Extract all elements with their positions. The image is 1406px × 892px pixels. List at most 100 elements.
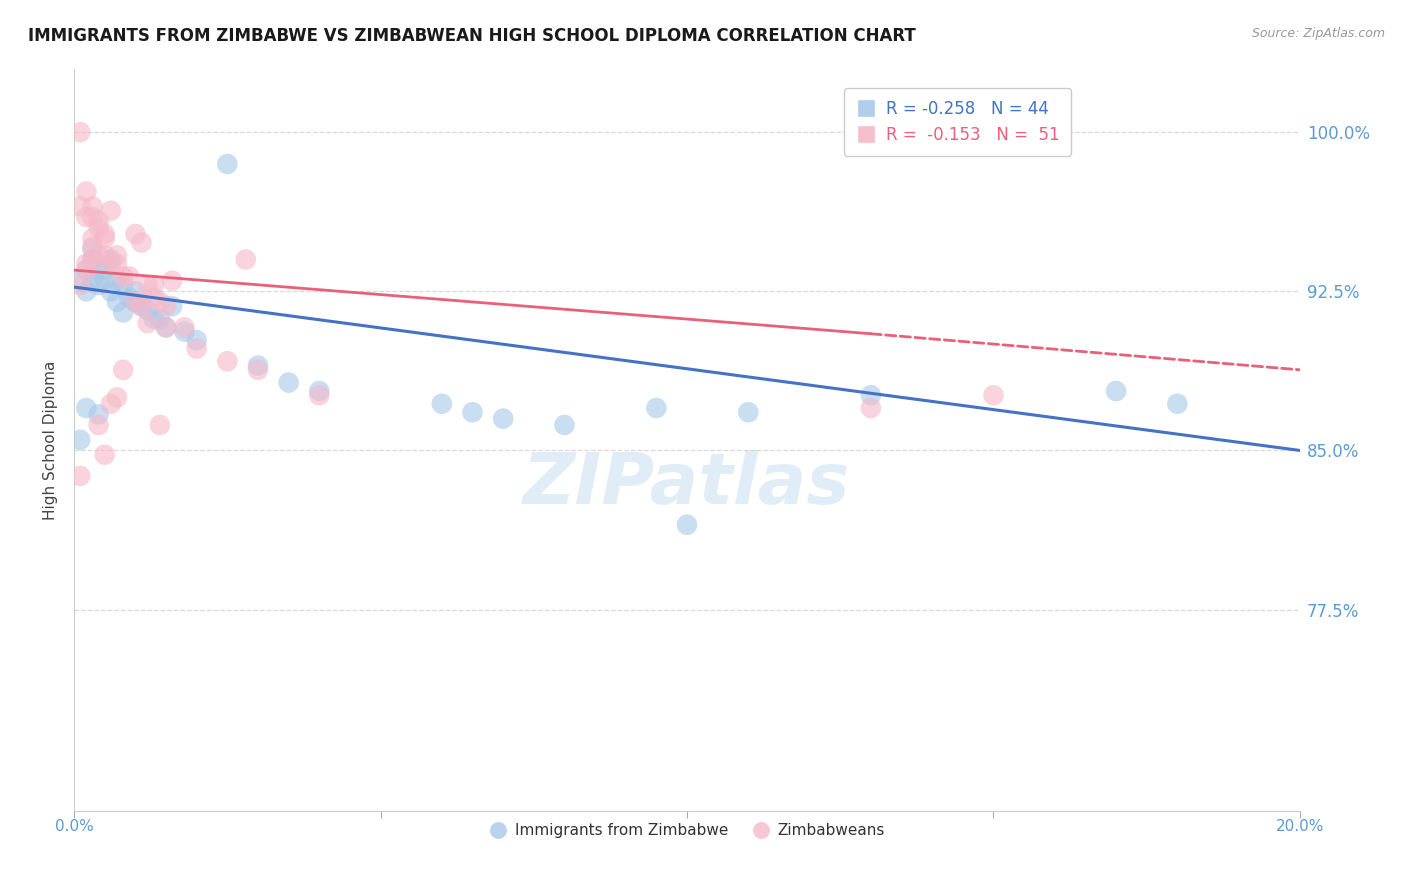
- Point: [217, 354, 239, 368]
- Legend: Immigrants from Zimbabwe, Zimbabweans: Immigrants from Zimbabwe, Zimbabweans: [484, 817, 891, 845]
- Point: [124, 294, 146, 309]
- Point: [149, 294, 172, 309]
- Point: [69, 199, 91, 213]
- Point: [1105, 384, 1128, 398]
- Point: [69, 125, 91, 139]
- Point: [142, 312, 165, 326]
- Point: [69, 274, 91, 288]
- Point: [142, 291, 165, 305]
- Point: [105, 248, 128, 262]
- Point: [82, 252, 104, 267]
- Point: [160, 274, 183, 288]
- Point: [105, 391, 128, 405]
- Point: [136, 277, 159, 292]
- Point: [160, 299, 183, 313]
- Point: [82, 274, 104, 288]
- Point: [859, 401, 882, 415]
- Point: [82, 240, 104, 254]
- Point: [112, 363, 135, 377]
- Point: [69, 469, 91, 483]
- Point: [82, 210, 104, 224]
- Point: [676, 517, 699, 532]
- Text: Source: ZipAtlas.com: Source: ZipAtlas.com: [1251, 27, 1385, 40]
- Point: [737, 405, 759, 419]
- Point: [93, 448, 115, 462]
- Point: [75, 401, 97, 415]
- Point: [430, 397, 453, 411]
- Point: [131, 299, 153, 313]
- Point: [93, 248, 115, 262]
- Point: [1166, 397, 1188, 411]
- Text: 0.0%: 0.0%: [55, 819, 93, 834]
- Point: [105, 274, 128, 288]
- Point: [186, 342, 208, 356]
- Point: [859, 388, 882, 402]
- Point: [87, 263, 110, 277]
- Point: [645, 401, 668, 415]
- Point: [246, 363, 269, 377]
- Point: [118, 269, 141, 284]
- Point: [100, 257, 122, 271]
- Point: [131, 235, 153, 250]
- Point: [112, 277, 135, 292]
- Point: [118, 291, 141, 305]
- Point: [553, 417, 575, 432]
- Point: [155, 320, 177, 334]
- Point: [112, 305, 135, 319]
- Point: [87, 214, 110, 228]
- Point: [136, 303, 159, 318]
- Point: [87, 417, 110, 432]
- Point: [246, 359, 269, 373]
- Point: [87, 277, 110, 292]
- Point: [100, 285, 122, 299]
- Point: [173, 325, 195, 339]
- Point: [93, 263, 115, 277]
- Point: [93, 227, 115, 241]
- Point: [461, 405, 484, 419]
- Point: [308, 384, 330, 398]
- Point: [100, 203, 122, 218]
- Point: [155, 320, 177, 334]
- Point: [69, 433, 91, 447]
- Point: [75, 263, 97, 277]
- Point: [124, 285, 146, 299]
- Y-axis label: High School Diploma: High School Diploma: [44, 360, 58, 519]
- Point: [93, 274, 115, 288]
- Point: [186, 333, 208, 347]
- Point: [155, 299, 177, 313]
- Point: [82, 252, 104, 267]
- Point: [87, 408, 110, 422]
- Point: [277, 376, 299, 390]
- Point: [69, 277, 91, 292]
- Point: [983, 388, 1005, 402]
- Point: [131, 299, 153, 313]
- Point: [100, 397, 122, 411]
- Point: [142, 277, 165, 292]
- Point: [308, 388, 330, 402]
- Point: [75, 285, 97, 299]
- Point: [75, 263, 97, 277]
- Point: [105, 257, 128, 271]
- Point: [492, 411, 515, 425]
- Point: [149, 312, 172, 326]
- Point: [217, 157, 239, 171]
- Point: [235, 252, 257, 267]
- Point: [105, 294, 128, 309]
- Text: ZIPatlas: ZIPatlas: [523, 450, 851, 519]
- Point: [93, 231, 115, 245]
- Point: [82, 242, 104, 256]
- Point: [75, 210, 97, 224]
- Point: [82, 231, 104, 245]
- Point: [100, 252, 122, 267]
- Text: IMMIGRANTS FROM ZIMBABWE VS ZIMBABWEAN HIGH SCHOOL DIPLOMA CORRELATION CHART: IMMIGRANTS FROM ZIMBABWE VS ZIMBABWEAN H…: [28, 27, 915, 45]
- Point: [173, 320, 195, 334]
- Text: 20.0%: 20.0%: [1275, 819, 1324, 834]
- Point: [136, 316, 159, 330]
- Point: [87, 248, 110, 262]
- Point: [112, 269, 135, 284]
- Point: [75, 185, 97, 199]
- Point: [87, 220, 110, 235]
- Point: [124, 227, 146, 241]
- Point: [149, 417, 172, 432]
- Point: [82, 199, 104, 213]
